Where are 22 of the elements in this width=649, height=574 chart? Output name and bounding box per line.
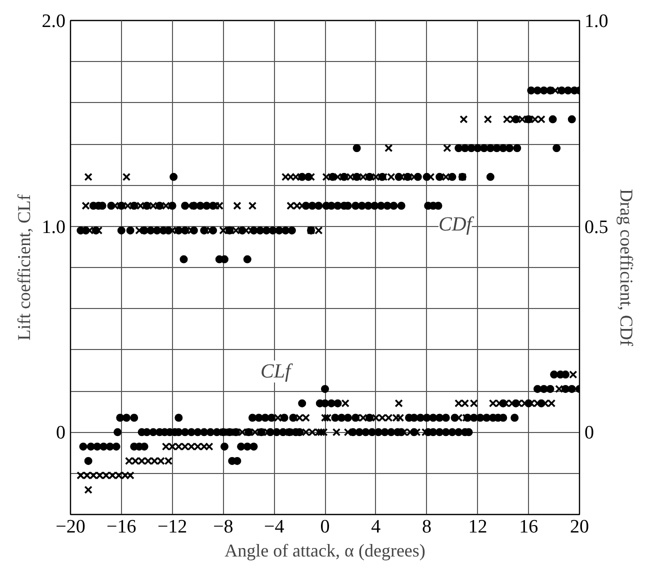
x-tick-label: 4 [371, 516, 382, 538]
y2-axis-title: Drag coefficient, CDf [616, 188, 636, 346]
x-tick-label: 12 [468, 516, 488, 538]
x-tick-label: −12 [157, 516, 188, 538]
x-tick-label: −16 [106, 516, 136, 538]
x-tick-label: 16 [519, 516, 538, 538]
x-tick-label: 20 [570, 516, 589, 538]
x-tick-label: −20 [56, 516, 86, 538]
y-tick-label: 0 [56, 422, 66, 444]
x-tick-label: 0 [320, 516, 330, 538]
y2-tick-label: 1.0 [584, 11, 608, 32]
y2-tick-label: 0.5 [584, 216, 608, 238]
x-tick-label: −4 [264, 516, 285, 538]
y-tick-label: 2.0 [42, 11, 66, 32]
x-axis-title: Angle of attack, α (degrees) [224, 540, 426, 560]
y-tick-label: 1.0 [42, 216, 66, 238]
x-tick-label: 8 [422, 516, 432, 538]
y2-tick-label: 0 [584, 422, 594, 444]
y-axis-title: Lift coefficient, CLf [14, 194, 34, 341]
annotation: CDf [438, 214, 474, 236]
x-tick-label: −8 [213, 516, 234, 538]
annotation: CLf [260, 360, 293, 382]
